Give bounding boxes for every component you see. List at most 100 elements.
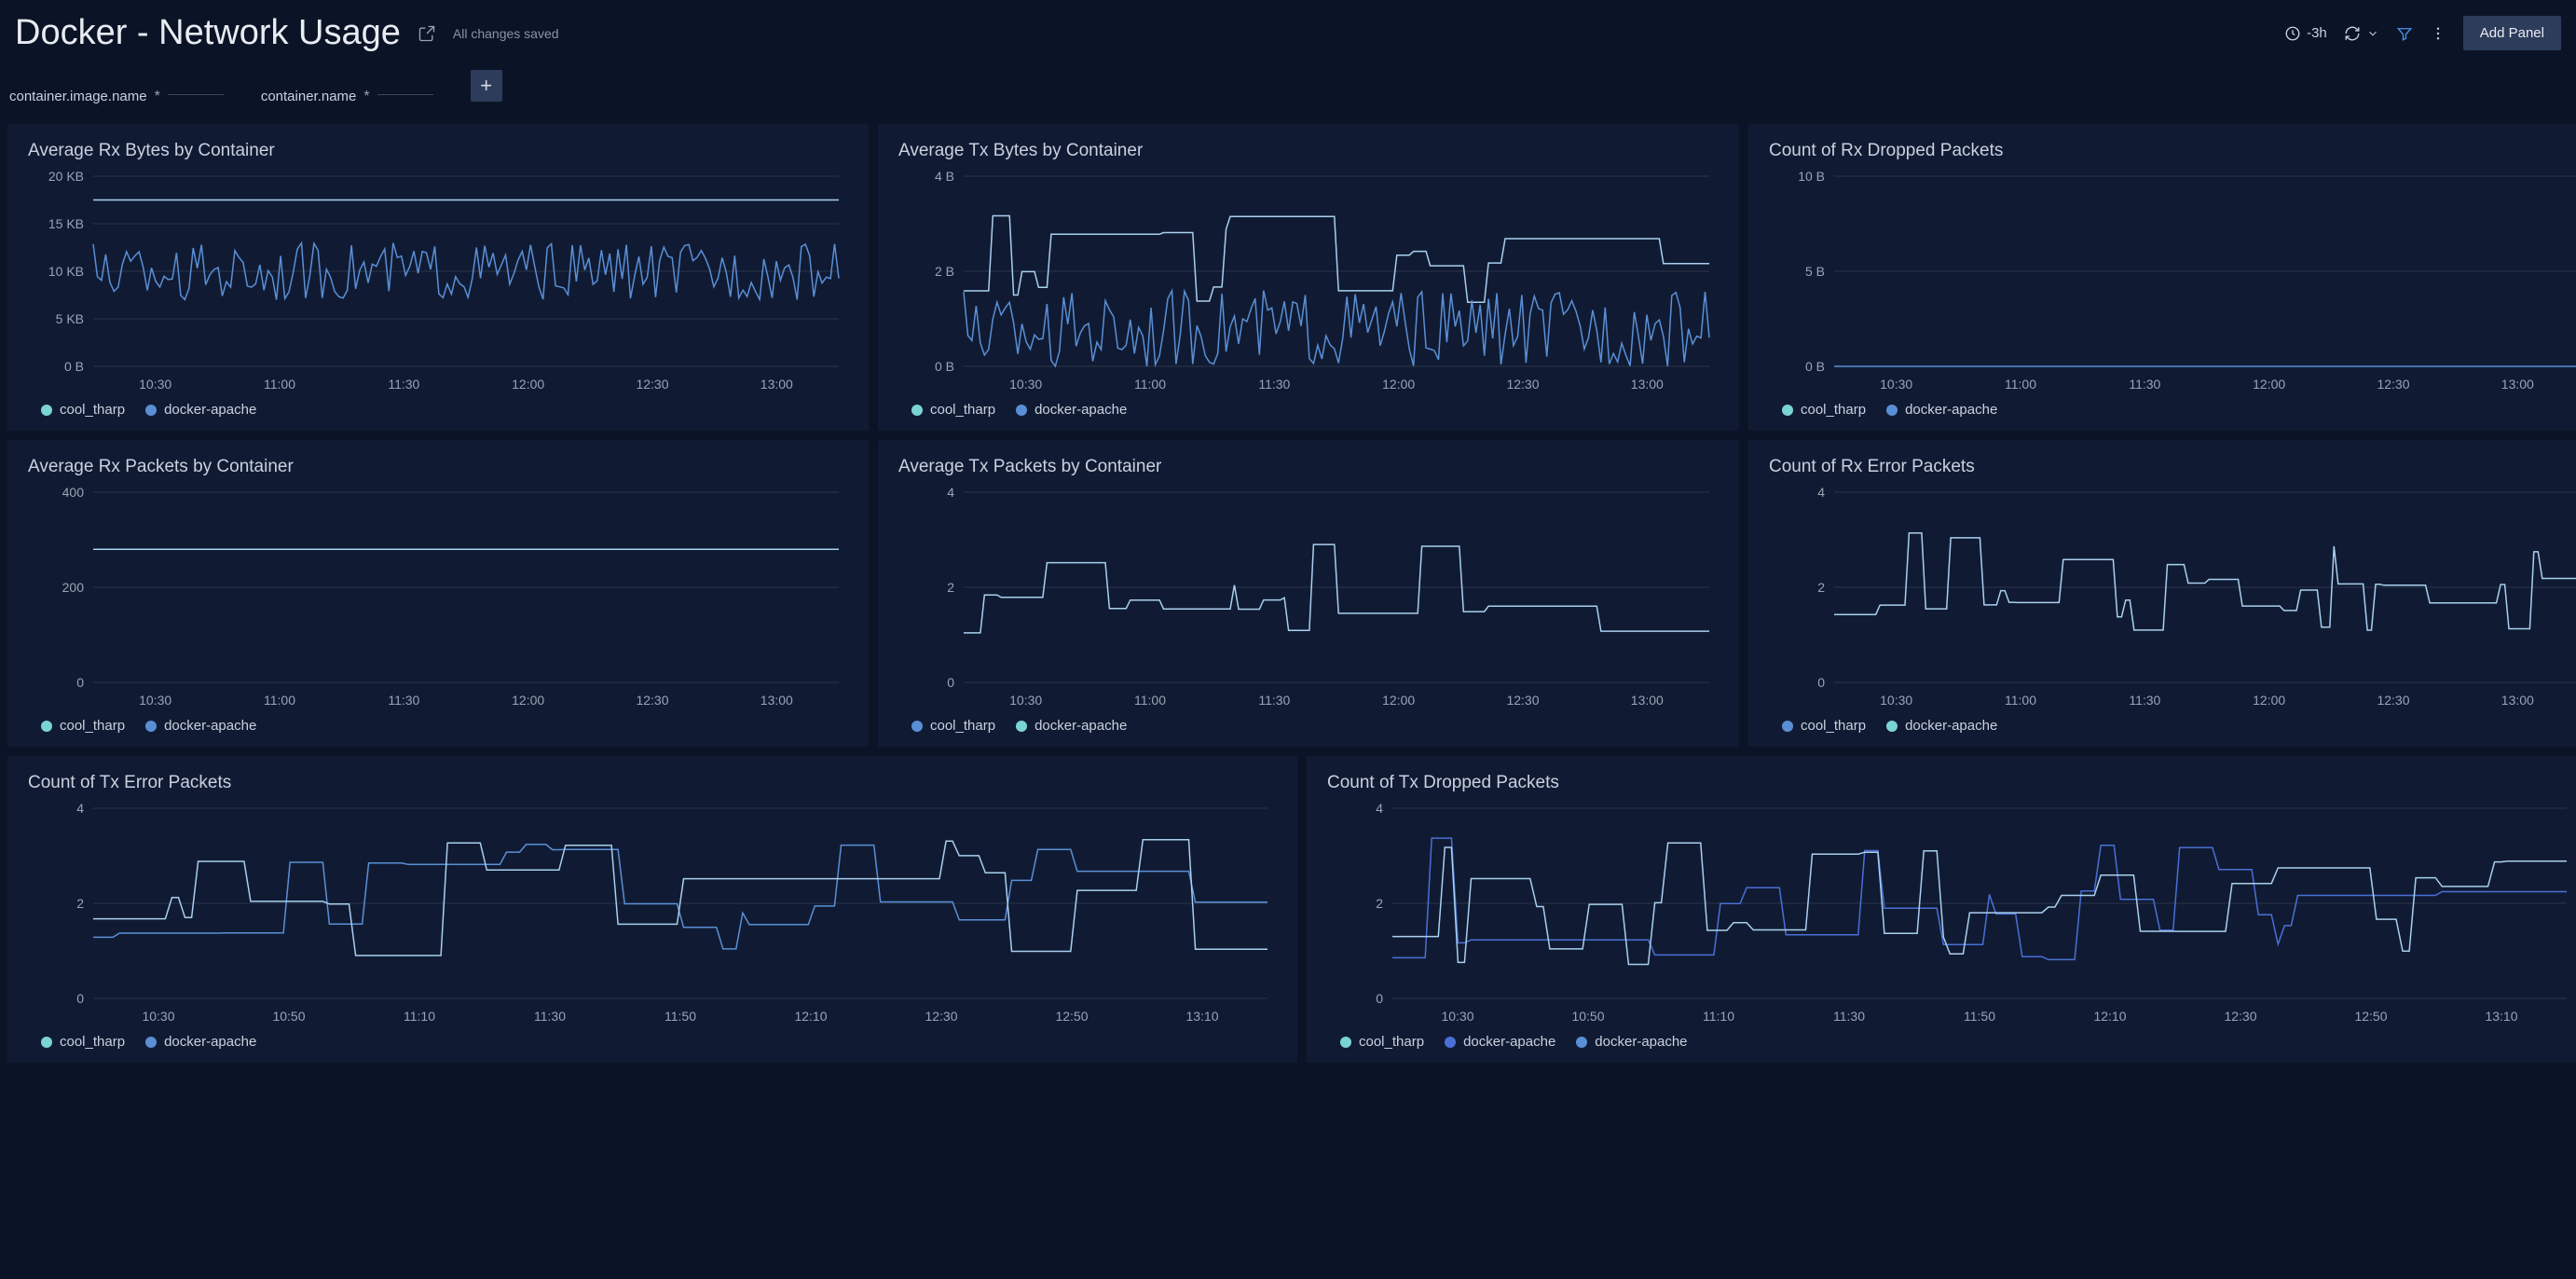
share-icon[interactable] bbox=[418, 24, 436, 43]
svg-text:11:30: 11:30 bbox=[2129, 693, 2160, 708]
filter-button[interactable] bbox=[2396, 25, 2413, 42]
legend-label: docker-apache bbox=[1595, 1034, 1687, 1050]
filter-value: * bbox=[155, 89, 160, 105]
panel-rx-bytes[interactable]: Average Rx Bytes by Container0 B5 KB10 K… bbox=[7, 124, 869, 431]
svg-text:0: 0 bbox=[76, 675, 84, 690]
filter-label: container.image.name bbox=[9, 89, 147, 104]
time-range-picker[interactable]: -3h bbox=[2284, 25, 2327, 42]
svg-text:15 KB: 15 KB bbox=[48, 216, 84, 231]
panel-title: Count of Tx Dropped Packets bbox=[1327, 773, 2576, 793]
panel-grid-top: Average Rx Bytes by Container0 B5 KB10 K… bbox=[0, 124, 2576, 747]
legend-label: cool_tharp bbox=[60, 402, 125, 418]
legend-item[interactable]: docker-apache bbox=[145, 718, 256, 734]
svg-text:0: 0 bbox=[947, 675, 954, 690]
svg-text:10:30: 10:30 bbox=[139, 693, 171, 708]
legend-item[interactable]: docker-apache bbox=[1016, 718, 1127, 734]
svg-text:0 B: 0 B bbox=[935, 359, 954, 374]
chart-svg: 020040010:3011:0011:3012:0012:3013:00 bbox=[28, 487, 848, 710]
svg-text:10:30: 10:30 bbox=[139, 377, 171, 392]
svg-text:11:00: 11:00 bbox=[2005, 377, 2036, 392]
panel-title: Average Rx Bytes by Container bbox=[28, 141, 848, 161]
svg-text:10:30: 10:30 bbox=[1009, 377, 1042, 392]
svg-text:11:50: 11:50 bbox=[665, 1009, 696, 1024]
legend-item[interactable]: docker-apache bbox=[145, 1034, 256, 1050]
refresh-picker[interactable] bbox=[2344, 25, 2379, 42]
legend-item[interactable]: cool_tharp bbox=[1782, 718, 1866, 734]
legend-label: cool_tharp bbox=[1801, 718, 1866, 734]
legend-label: docker-apache bbox=[164, 402, 256, 418]
svg-text:200: 200 bbox=[62, 580, 85, 595]
svg-text:2: 2 bbox=[1817, 580, 1825, 595]
svg-text:4: 4 bbox=[1376, 803, 1383, 816]
svg-text:13:10: 13:10 bbox=[1185, 1009, 1218, 1024]
legend-item[interactable]: cool_tharp bbox=[41, 1034, 125, 1050]
panel-rx-packets[interactable]: Average Rx Packets by Container 0 200 400 10… bbox=[7, 440, 869, 747]
time-range-label: -3h bbox=[2307, 25, 2327, 41]
legend-item[interactable]: cool_tharp bbox=[911, 402, 995, 418]
legend-label: docker-apache bbox=[1905, 402, 1997, 418]
legend-item[interactable]: docker-apache bbox=[1886, 402, 1997, 418]
legend-label: docker-apache bbox=[1463, 1034, 1555, 1050]
legend-item[interactable]: docker-apache bbox=[145, 402, 256, 418]
svg-text:5 KB: 5 KB bbox=[56, 311, 84, 326]
legend-label: docker-apache bbox=[164, 1034, 256, 1050]
svg-text:11:00: 11:00 bbox=[2005, 693, 2036, 708]
svg-text:11:30: 11:30 bbox=[388, 693, 419, 708]
chart-svg: 02410:3011:0011:3012:0012:3013:00 bbox=[1769, 487, 2576, 710]
panel-tx-error[interactable]: Count of Tx Error Packets02410:3010:5011… bbox=[7, 756, 1297, 1063]
more-menu[interactable] bbox=[2430, 25, 2446, 42]
chart-legend: cool_tharp docker-apache bbox=[28, 718, 848, 734]
svg-text:2 B: 2 B bbox=[935, 264, 954, 279]
chart-legend: cool_tharp docker-apache bbox=[1769, 402, 2576, 418]
svg-text:12:50: 12:50 bbox=[1055, 1009, 1088, 1024]
panel-tx-dropped[interactable]: Count of Tx Dropped Packets02410:3010:50… bbox=[1307, 756, 2576, 1063]
svg-text:12:00: 12:00 bbox=[512, 377, 544, 392]
panel-rx-error[interactable]: Count of Rx Error Packets02410:3011:0011… bbox=[1748, 440, 2576, 747]
filter-value: * bbox=[363, 89, 369, 105]
panel-title: Average Rx Packets by Container bbox=[28, 457, 848, 477]
svg-text:12:00: 12:00 bbox=[512, 693, 544, 708]
svg-text:12:00: 12:00 bbox=[2253, 693, 2285, 708]
svg-text:5 B: 5 B bbox=[1805, 264, 1825, 279]
add-filter-button[interactable]: + bbox=[471, 70, 502, 102]
panel-tx-packets[interactable]: Average Tx Packets by Container02410:301… bbox=[878, 440, 1739, 747]
legend-item[interactable]: docker-apache bbox=[1576, 1034, 1687, 1050]
svg-text:13:10: 13:10 bbox=[2485, 1009, 2517, 1024]
svg-text:20 KB: 20 KB bbox=[48, 171, 84, 184]
panel-title: Average Tx Bytes by Container bbox=[898, 141, 1719, 161]
filter-bar: container.image.name * container.name * … bbox=[0, 62, 2576, 124]
filter-container-image-name[interactable]: container.image.name * bbox=[9, 89, 224, 105]
legend-item[interactable]: cool_tharp bbox=[1782, 402, 1866, 418]
legend-item[interactable]: cool_tharp bbox=[41, 402, 125, 418]
chart-legend: cool_tharp docker-apache bbox=[1769, 718, 2576, 734]
svg-text:11:30: 11:30 bbox=[1258, 693, 1290, 708]
svg-text:13:00: 13:00 bbox=[760, 377, 793, 392]
legend-item[interactable]: cool_tharp bbox=[1340, 1034, 1424, 1050]
panel-tx-bytes[interactable]: Average Tx Bytes by Container0 B2 B4 B10… bbox=[878, 124, 1739, 431]
legend-item[interactable]: docker-apache bbox=[1886, 718, 1997, 734]
chart-legend: cool_tharp docker-apache bbox=[28, 1034, 1277, 1050]
svg-text:11:00: 11:00 bbox=[264, 693, 295, 708]
legend-item[interactable]: cool_tharp bbox=[41, 718, 125, 734]
chart-svg: 02410:3011:0011:3012:0012:3013:00 bbox=[898, 487, 1719, 710]
svg-text:400: 400 bbox=[62, 487, 85, 500]
legend-item[interactable]: cool_tharp bbox=[911, 718, 995, 734]
svg-text:11:10: 11:10 bbox=[404, 1009, 435, 1024]
svg-text:11:30: 11:30 bbox=[534, 1009, 566, 1024]
filter-label: container.name bbox=[261, 89, 357, 104]
legend-item[interactable]: docker-apache bbox=[1445, 1034, 1555, 1050]
svg-text:10:50: 10:50 bbox=[1571, 1009, 1604, 1024]
filter-icon bbox=[2396, 25, 2413, 42]
chart-svg: 0 B5 KB10 KB15 KB20 KB10:3011:0011:3012:… bbox=[28, 171, 848, 394]
refresh-icon bbox=[2344, 25, 2361, 42]
svg-text:11:00: 11:00 bbox=[264, 377, 295, 392]
filter-container-name[interactable]: container.name * bbox=[261, 89, 433, 105]
svg-text:2: 2 bbox=[947, 580, 954, 595]
panel-rx-dropped[interactable]: Count of Rx Dropped Packets0 B5 B10 B10:… bbox=[1748, 124, 2576, 431]
svg-text:11:30: 11:30 bbox=[388, 377, 419, 392]
svg-text:12:30: 12:30 bbox=[2377, 377, 2409, 392]
legend-item[interactable]: docker-apache bbox=[1016, 402, 1127, 418]
legend-label: docker-apache bbox=[164, 718, 256, 734]
add-panel-button[interactable]: Add Panel bbox=[2463, 16, 2561, 50]
svg-text:4: 4 bbox=[1817, 487, 1825, 500]
